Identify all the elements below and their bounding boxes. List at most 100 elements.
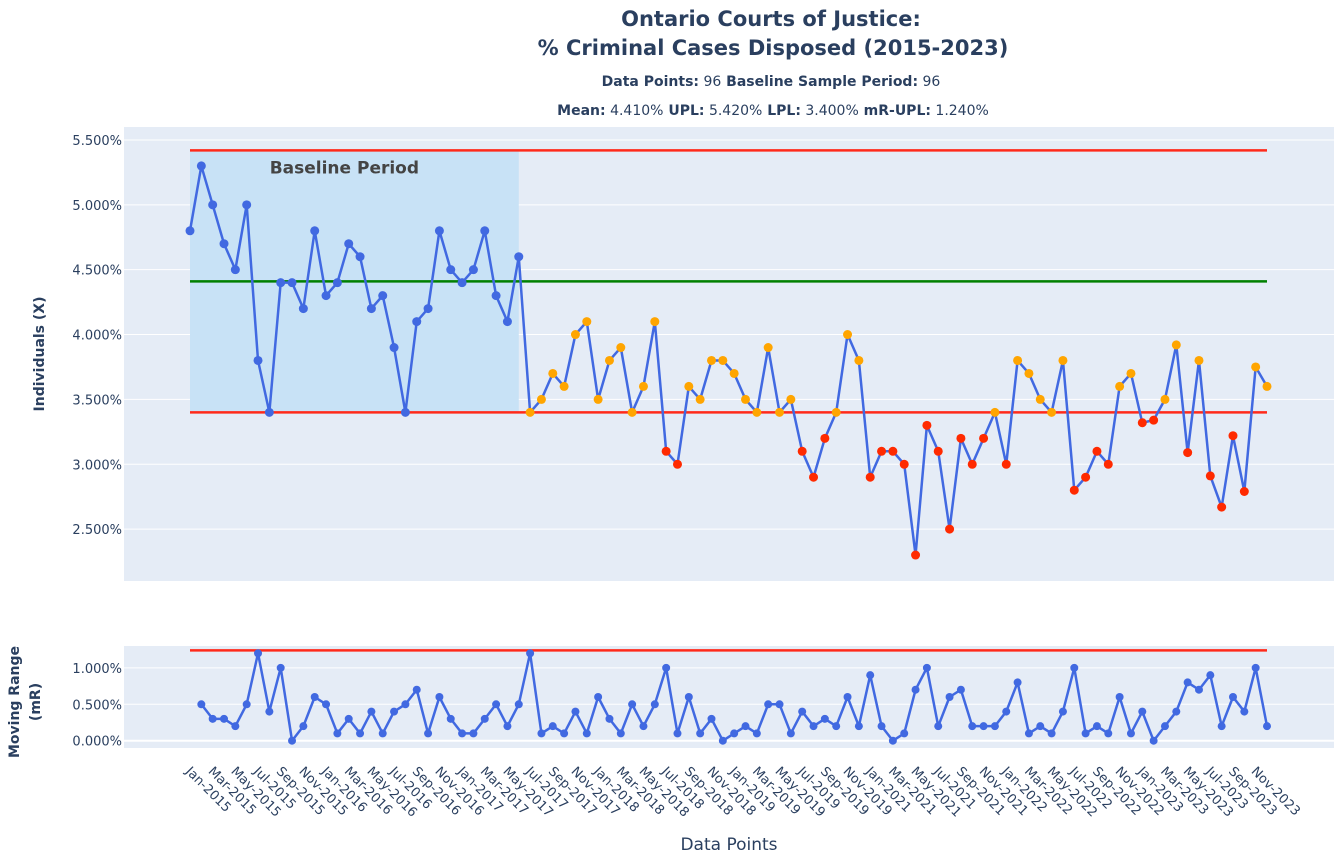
mr-point	[310, 693, 319, 701]
mr-y-tick: 0.500%	[72, 698, 122, 713]
individuals-point	[1160, 394, 1170, 404]
mr-point	[197, 700, 206, 709]
individuals-point	[230, 265, 240, 275]
mr-point	[911, 685, 920, 694]
mr-point	[1070, 663, 1079, 672]
stat-value: 3.400%	[801, 103, 859, 119]
individuals-point	[1149, 415, 1159, 425]
mr-y-tick: 1.000%	[72, 662, 122, 677]
stat-label: Data Points:	[602, 74, 699, 90]
individuals-point	[434, 226, 444, 236]
individuals-point	[321, 291, 331, 301]
individuals-point	[1137, 418, 1147, 428]
mr-point	[798, 707, 807, 716]
individuals-point	[854, 355, 864, 365]
individuals-point	[491, 291, 501, 301]
mr-point	[639, 722, 648, 731]
mr-point	[922, 663, 931, 672]
mr-point	[1240, 707, 1249, 716]
individuals-point	[446, 265, 456, 275]
stat-value: 96	[699, 74, 721, 90]
stat-label: Mean:	[557, 103, 605, 119]
individuals-series	[185, 161, 1272, 560]
individuals-line	[188, 164, 1269, 557]
individuals-point	[525, 407, 535, 417]
mr-point	[571, 707, 580, 716]
mr-point	[854, 722, 863, 731]
stat-value: 1.240%	[931, 103, 989, 119]
individuals-point	[967, 459, 977, 469]
individuals-point	[1194, 355, 1204, 365]
mr-point	[594, 693, 603, 701]
individuals-point	[412, 317, 422, 327]
individuals-point	[514, 252, 524, 262]
individuals-point	[786, 394, 796, 404]
mr-point	[1013, 678, 1022, 687]
mr-point	[1036, 722, 1045, 731]
individuals-point	[1058, 355, 1068, 365]
individuals-point	[604, 355, 614, 365]
individuals-point	[627, 407, 637, 417]
stat-value: 96	[918, 74, 940, 90]
individuals-point	[264, 407, 274, 417]
individuals-point	[1126, 368, 1136, 378]
individuals-point	[219, 239, 229, 249]
mr-point	[1104, 729, 1113, 738]
individuals-point	[650, 317, 660, 327]
individuals-y-tick: 4.000%	[72, 329, 122, 344]
mr-point	[1002, 707, 1011, 716]
individuals-limit-lines	[190, 149, 1267, 414]
individuals-point	[763, 343, 773, 353]
individuals-point	[706, 355, 716, 365]
individuals-y-axis-title: Individuals (X)	[32, 297, 48, 412]
mr-point	[979, 722, 988, 731]
mr-point	[730, 729, 739, 738]
chart-title-line1: Ontario Courts of Justice:	[621, 7, 921, 31]
mr-point	[662, 663, 671, 672]
mr-point	[356, 729, 365, 738]
x-axis-ticks: Jan-2015Mar-2015May-2015Jul-2015Sep-2015…	[181, 764, 1302, 821]
mr-point	[945, 693, 954, 701]
individuals-point	[843, 330, 853, 340]
mr-point	[741, 722, 750, 731]
mr-point	[412, 685, 421, 694]
individuals-y-ticks: 5.500% 5.000% 4.500% 4.000% 3.500% 3.000% 2.50…	[72, 134, 122, 538]
individuals-point	[276, 278, 286, 288]
individuals-point	[536, 394, 546, 404]
mr-point	[1183, 678, 1192, 687]
individuals-point	[1205, 471, 1215, 481]
mr-point	[435, 693, 444, 701]
mr-point	[446, 714, 455, 723]
individuals-point	[1171, 340, 1181, 350]
individuals-point	[911, 550, 921, 560]
mr-point	[605, 714, 614, 723]
mr-point	[900, 729, 909, 738]
chart-title-line2: % Criminal Cases Disposed (2015-2023)	[538, 36, 1009, 60]
moving-range-plot-area	[124, 646, 1334, 748]
mr-point	[1047, 729, 1056, 738]
stat-value: 4.410%	[606, 103, 664, 119]
mr-point	[254, 649, 263, 658]
individuals-point	[888, 446, 898, 456]
individuals-point	[1251, 362, 1261, 372]
mr-point	[560, 729, 569, 738]
individuals-point	[990, 407, 1000, 417]
individuals-point	[945, 524, 955, 534]
title-block: Ontario Courts of Justice: % Criminal Ca…	[538, 7, 1009, 119]
individuals-point	[899, 459, 909, 469]
individuals-y-tick: 3.000%	[72, 458, 122, 473]
individuals-point	[672, 459, 682, 469]
individuals-point	[820, 433, 830, 443]
mr-point	[696, 729, 705, 738]
individuals-point	[979, 433, 989, 443]
individuals-y-tick: 5.500%	[72, 134, 122, 149]
individuals-point	[1047, 407, 1057, 417]
individuals-point	[1001, 459, 1011, 469]
mr-point	[877, 722, 886, 731]
individuals-point	[389, 343, 399, 353]
mr-point	[866, 671, 875, 680]
mr-point	[1194, 685, 1203, 694]
mr-point	[1081, 729, 1090, 738]
mr-point	[934, 722, 943, 731]
individuals-point	[355, 252, 365, 262]
